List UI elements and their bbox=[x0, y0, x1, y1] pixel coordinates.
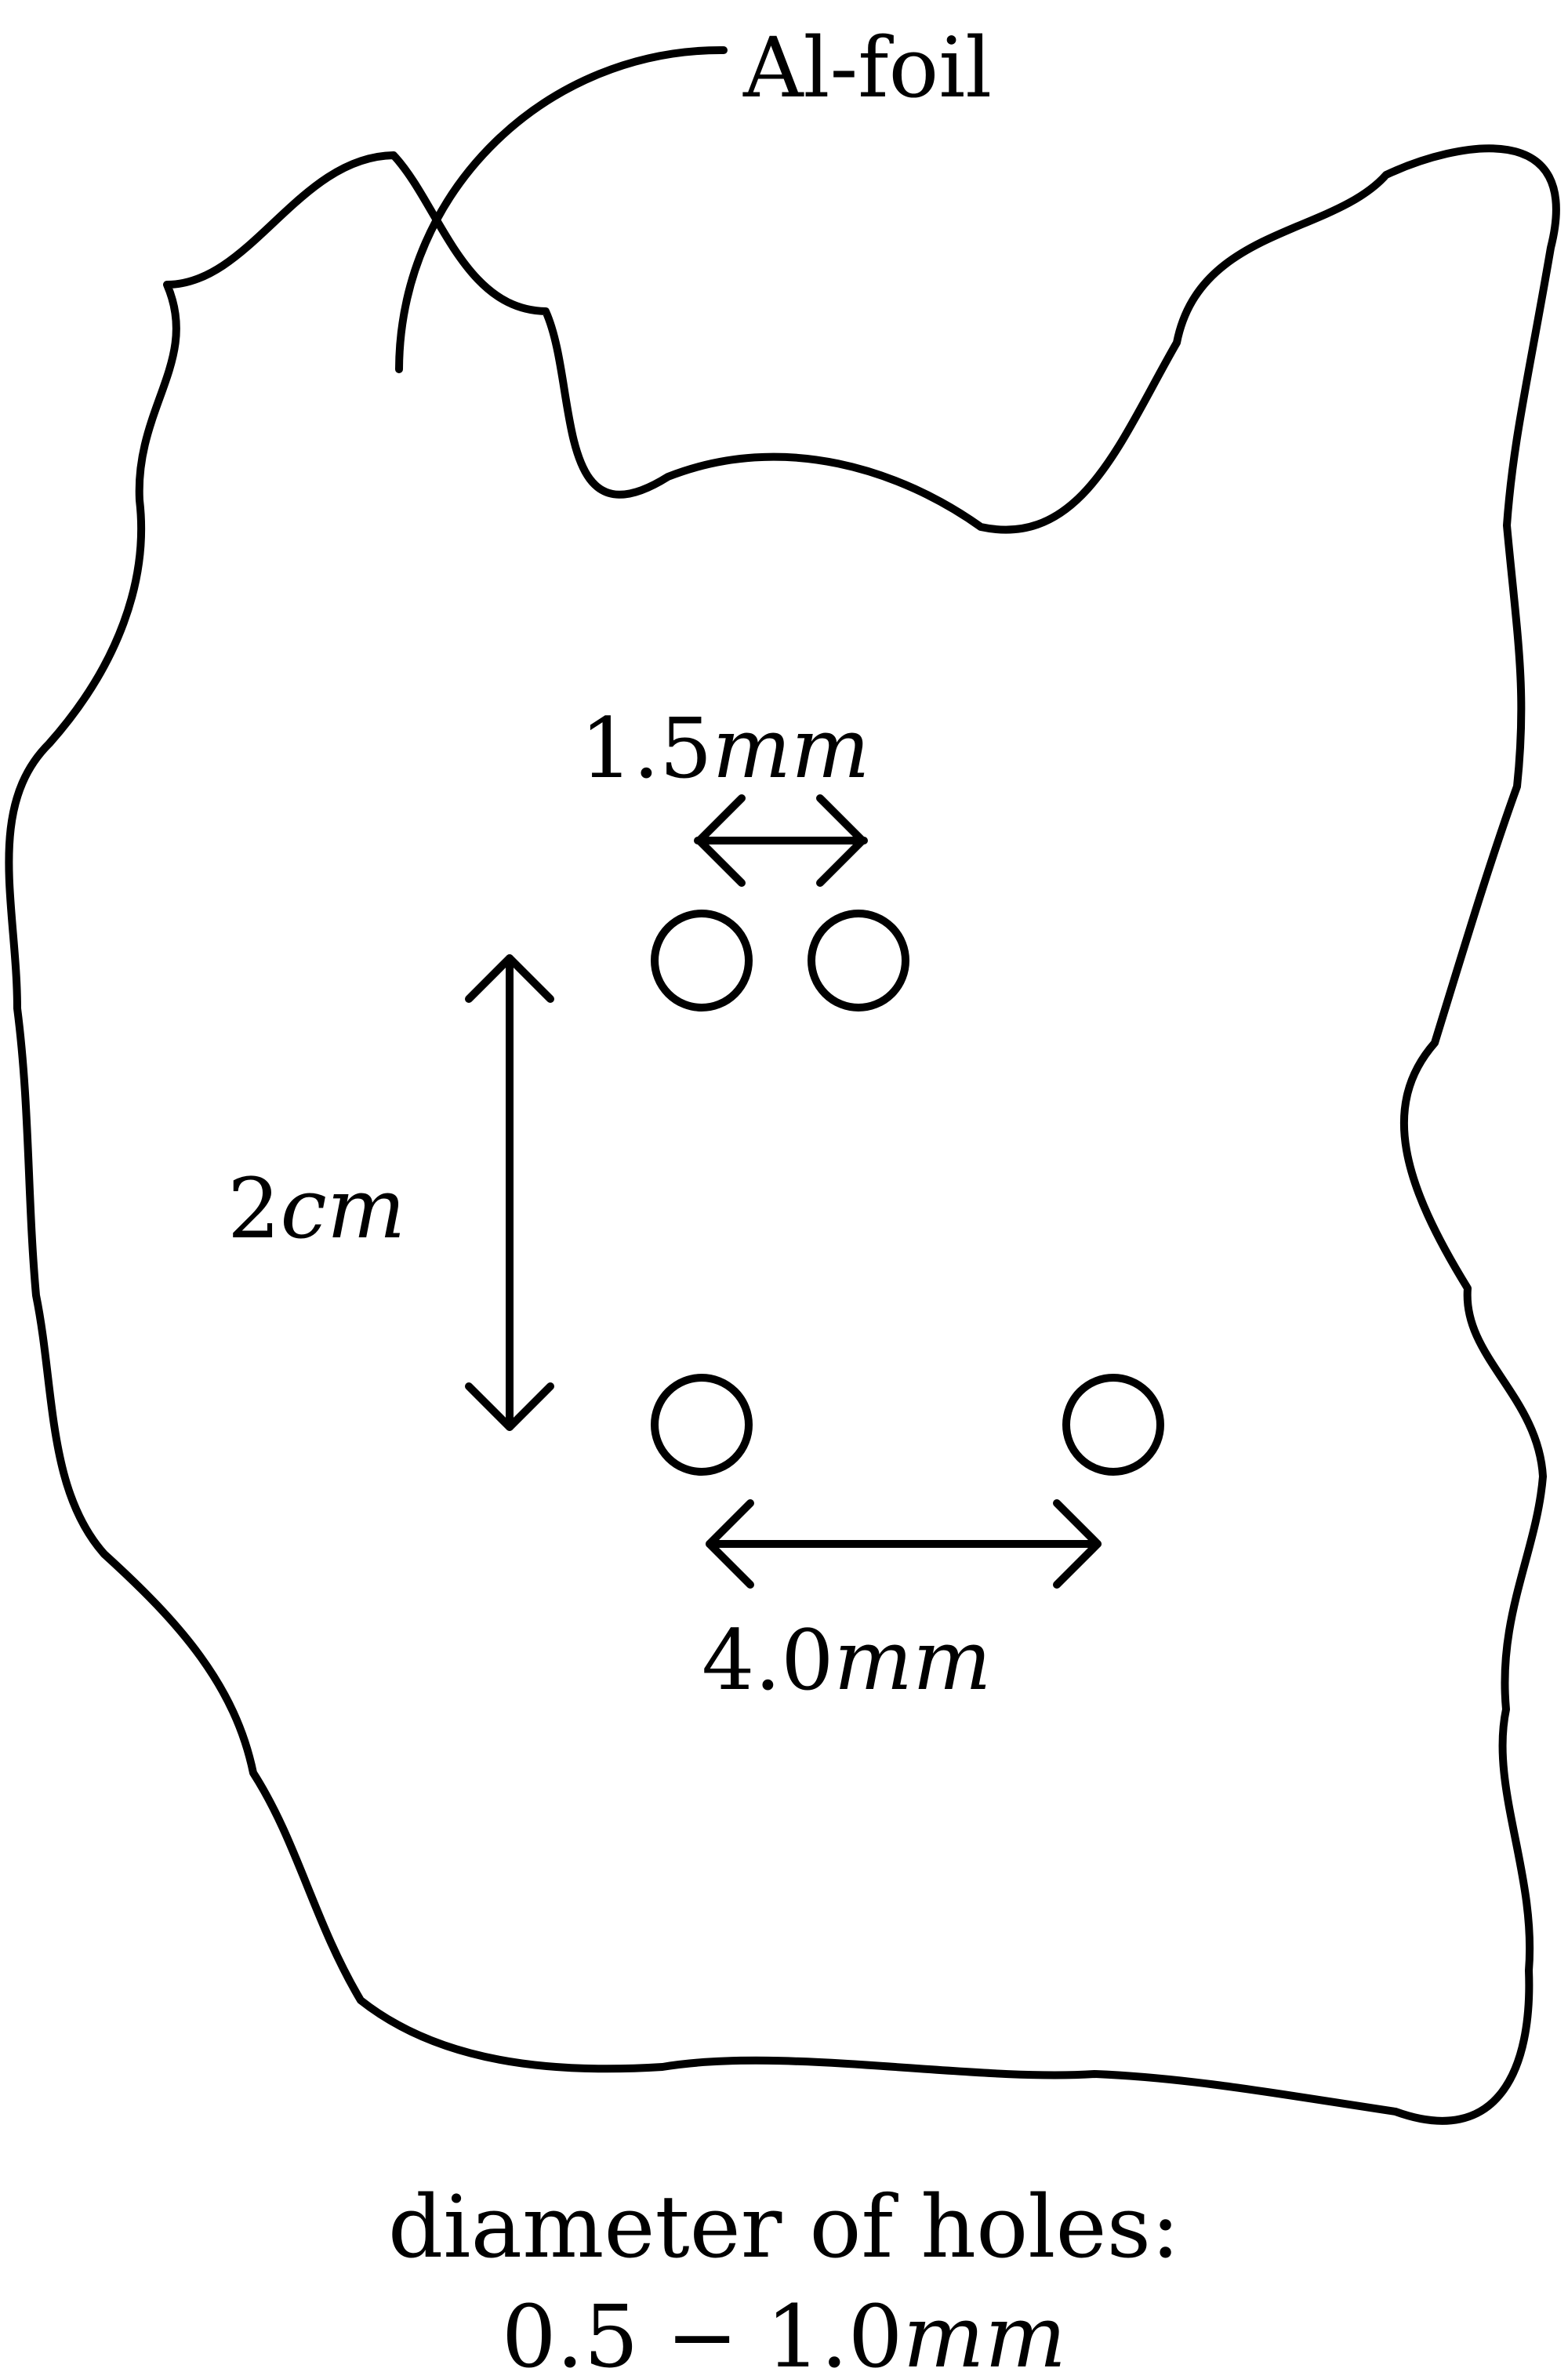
top-spacing-arrow bbox=[694, 794, 868, 887]
bottom-spacing-arrow bbox=[706, 1499, 1102, 1589]
vertical-spacing-label: 2cm bbox=[227, 1160, 405, 1257]
hole-bottom-left bbox=[651, 1374, 753, 1476]
hole-top-right bbox=[808, 910, 909, 1012]
foil-label: Al-foil bbox=[742, 20, 992, 116]
foil-outline bbox=[5, 144, 1560, 2125]
top-spacing-label: 1.5mm bbox=[580, 700, 870, 797]
hole-top-left bbox=[651, 910, 753, 1012]
diameter-caption-range: 0.5 − 1.0mm bbox=[502, 2286, 1067, 2379]
hole-bottom-right bbox=[1062, 1374, 1164, 1476]
diameter-caption-title: diameter of holes: bbox=[388, 2177, 1180, 2277]
foil-leader-line bbox=[395, 45, 728, 373]
bottom-spacing-label: 4.0mm bbox=[702, 1612, 992, 1709]
vertical-spacing-arrow bbox=[465, 954, 554, 1431]
